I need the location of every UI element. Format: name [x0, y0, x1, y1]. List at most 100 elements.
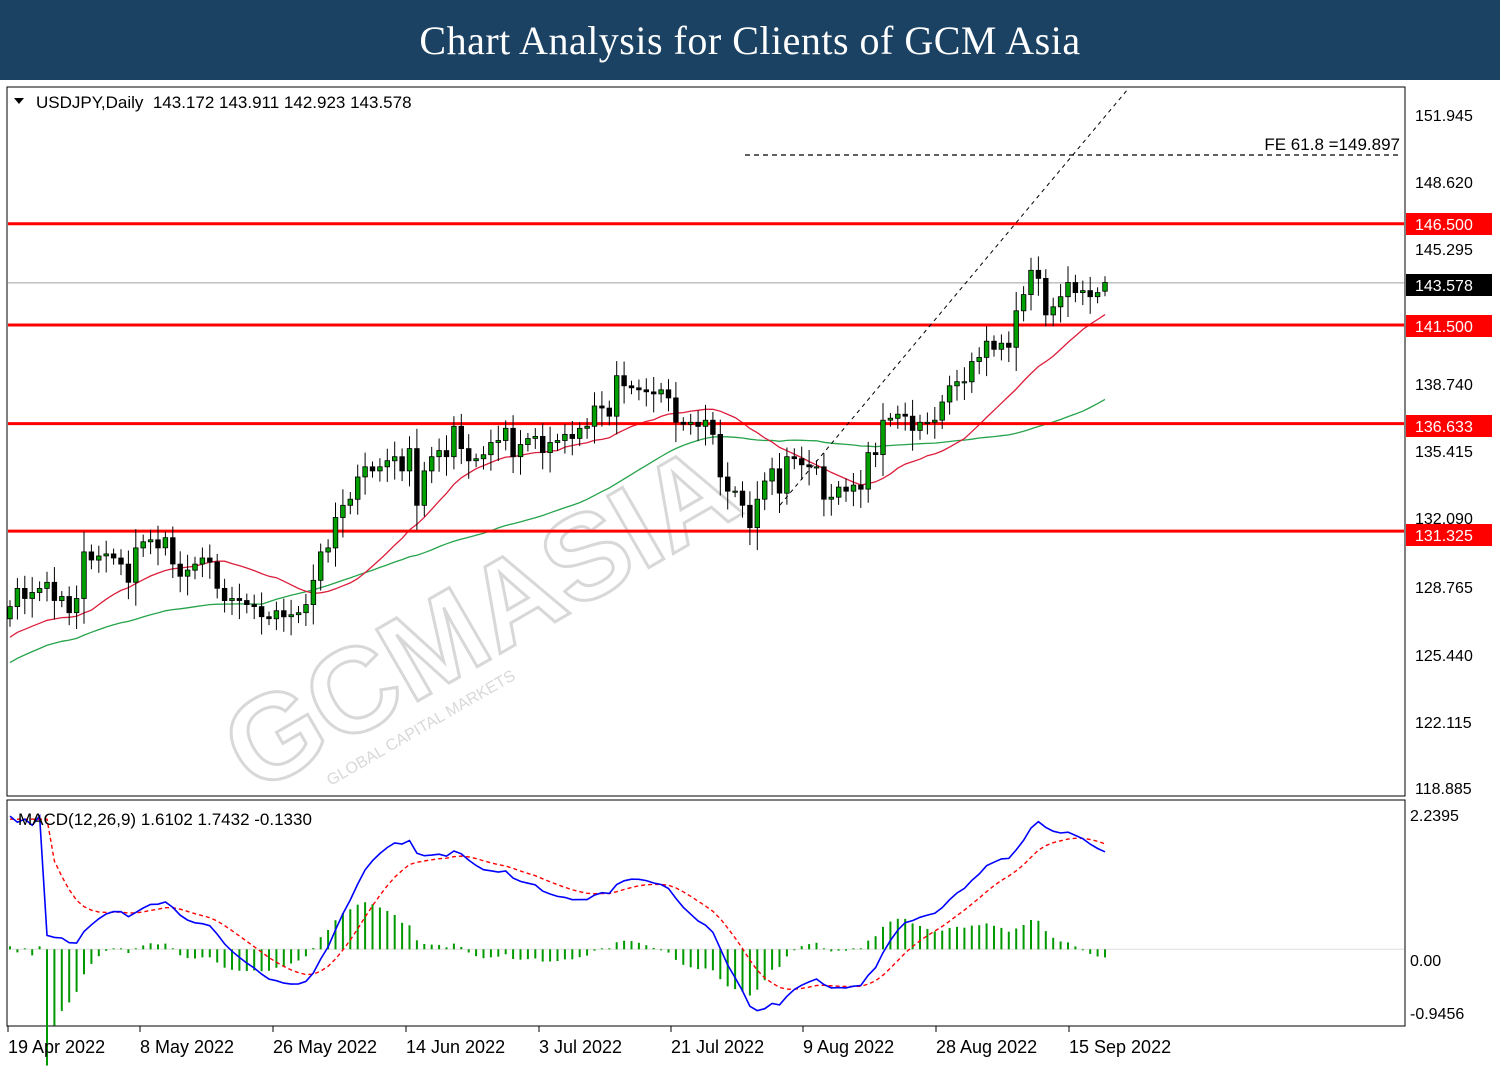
- symbol-info: USDJPY,Daily 143.172 143.911 142.923 143…: [36, 93, 412, 112]
- candle-body: [207, 557, 213, 563]
- candle-body: [1035, 269, 1042, 279]
- date-label: 15 Sep 2022: [1069, 1037, 1171, 1057]
- candle-body: [791, 456, 797, 460]
- level-tag-131325: 131.325: [1406, 524, 1492, 546]
- candle-body: [214, 561, 220, 589]
- candle-body: [362, 466, 368, 478]
- candle-body: [1072, 282, 1079, 294]
- candle-body: [155, 539, 161, 549]
- candle-body: [73, 598, 80, 614]
- candle-body: [591, 405, 598, 427]
- candle-body: [44, 581, 50, 589]
- candle-body: [1050, 306, 1056, 316]
- candle-body: [1102, 282, 1108, 292]
- candle-body: [946, 385, 953, 403]
- sr-levels: [8, 222, 1404, 533]
- macd-main-line: [9, 814, 1106, 1012]
- date-label: 19 Apr 2022: [8, 1037, 105, 1057]
- candle-body: [354, 476, 361, 500]
- candle-body: [895, 413, 901, 419]
- candle-body: [480, 454, 487, 460]
- candle-body: [1057, 296, 1064, 308]
- candle-body: [295, 612, 302, 616]
- candle-body: [902, 413, 908, 417]
- candle-body: [281, 610, 287, 618]
- candle-body: [554, 440, 561, 443]
- candle-body: [81, 551, 87, 599]
- candle-body: [1020, 294, 1027, 312]
- candle-body: [932, 419, 938, 423]
- page-title: Chart Analysis for Clients of GCM Asia: [419, 17, 1081, 63]
- candle-body: [717, 433, 723, 478]
- candle-body: [177, 563, 183, 577]
- ma-slow-line: [9, 398, 1106, 664]
- price-tick: 145.295: [1415, 242, 1473, 259]
- candle-body: [983, 340, 990, 358]
- candle-body: [710, 419, 716, 435]
- candle-body: [244, 600, 250, 605]
- candle-body: [96, 555, 102, 561]
- macd-signal-line: [10, 818, 1106, 990]
- date-label: 14 Jun 2022: [406, 1037, 505, 1057]
- candle-body: [384, 460, 390, 468]
- candle-body: [924, 421, 931, 424]
- candle-body: [754, 498, 760, 529]
- symbol-dropdown-icon[interactable]: [14, 98, 24, 104]
- candle-body: [872, 452, 879, 456]
- candle-body: [776, 468, 783, 494]
- candle-body: [813, 466, 820, 469]
- candle-body: [192, 563, 198, 571]
- candle-body: [614, 375, 620, 417]
- candle-body: [421, 470, 427, 506]
- candle-body: [1013, 310, 1019, 348]
- candle-body: [532, 435, 538, 439]
- candle-body: [436, 450, 442, 458]
- candle-body: [66, 596, 72, 614]
- level-tag-141500: 141.500: [1406, 315, 1492, 337]
- date-axis: 19 Apr 2022 8 May 2022 26 May 2022 14 Ju…: [7, 1026, 1171, 1057]
- price-tick: 138.740: [1415, 377, 1473, 394]
- price-tick: 148.620: [1415, 175, 1473, 192]
- candle-body: [887, 417, 894, 421]
- last-price-tag: 143.578: [1406, 274, 1492, 296]
- candle-body: [732, 490, 738, 493]
- candle-body: [451, 425, 457, 458]
- date-label: 3 Jul 2022: [539, 1037, 622, 1057]
- candle-body: [51, 581, 58, 601]
- candle-body: [1028, 269, 1034, 295]
- candle-body: [821, 466, 827, 500]
- candle-body: [488, 442, 494, 456]
- price-axis: 151.945 148.620 145.295 138.740 135.415 …: [1415, 108, 1473, 798]
- candle-body: [702, 419, 709, 427]
- candle-body: [769, 468, 775, 482]
- price-tick: 128.765: [1415, 580, 1473, 597]
- candle-body: [22, 588, 28, 599]
- macd-info: MACD(12,26,9) 1.6102 1.7432 -0.1330: [18, 810, 312, 829]
- candle-body: [103, 553, 109, 557]
- candle-body: [991, 340, 997, 350]
- candle-body: [140, 541, 146, 549]
- macd-series: [9, 814, 1106, 1066]
- candle-body: [643, 389, 649, 393]
- candle-body: [258, 606, 265, 618]
- candle-body: [162, 537, 169, 549]
- candle-body: [909, 415, 916, 431]
- candle-body: [525, 438, 531, 445]
- candle-body: [325, 547, 331, 553]
- level-tag-label: 146.500: [1415, 217, 1473, 234]
- candle-body: [569, 433, 575, 439]
- candle-body: [651, 391, 657, 395]
- candle-body: [332, 517, 339, 549]
- candle-body: [414, 448, 420, 506]
- candle-body: [14, 588, 21, 608]
- macd-tick: 2.2395: [1410, 808, 1459, 825]
- level-tag-146500: 146.500: [1406, 213, 1492, 235]
- price-tick: 118.885: [1415, 781, 1472, 798]
- candle-body: [229, 598, 235, 601]
- candle-body: [836, 486, 842, 498]
- candles: [7, 256, 1108, 636]
- candle-body: [199, 557, 206, 565]
- candle-body: [599, 405, 605, 409]
- candle-body: [562, 433, 568, 441]
- candle-body: [954, 381, 960, 387]
